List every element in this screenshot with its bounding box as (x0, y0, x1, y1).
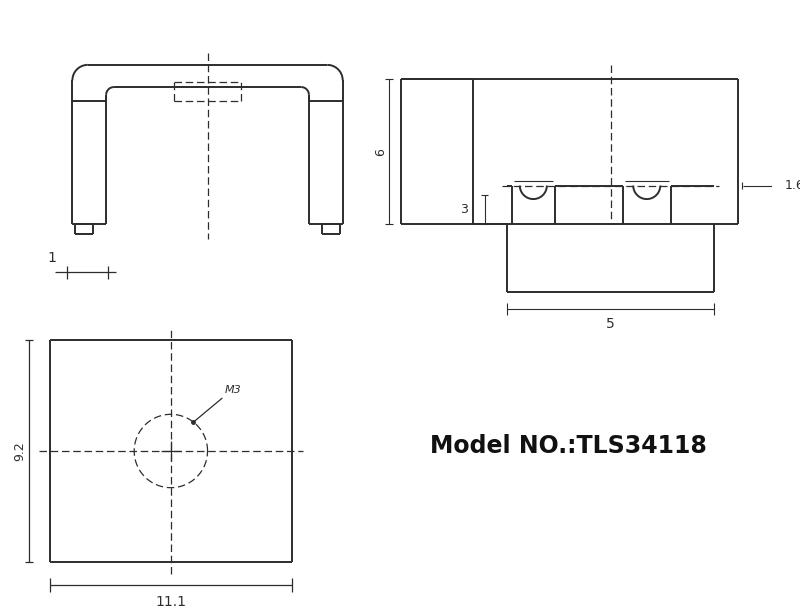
Text: 9.2: 9.2 (13, 441, 26, 461)
Text: 11.1: 11.1 (155, 595, 186, 609)
Text: M3: M3 (224, 385, 241, 395)
Text: 3: 3 (460, 203, 468, 216)
Text: 5: 5 (606, 317, 615, 331)
Text: 1.6: 1.6 (785, 179, 800, 192)
Text: 1: 1 (48, 251, 57, 265)
Text: Model NO.:TLS34118: Model NO.:TLS34118 (430, 434, 706, 458)
Text: 6: 6 (374, 148, 387, 156)
